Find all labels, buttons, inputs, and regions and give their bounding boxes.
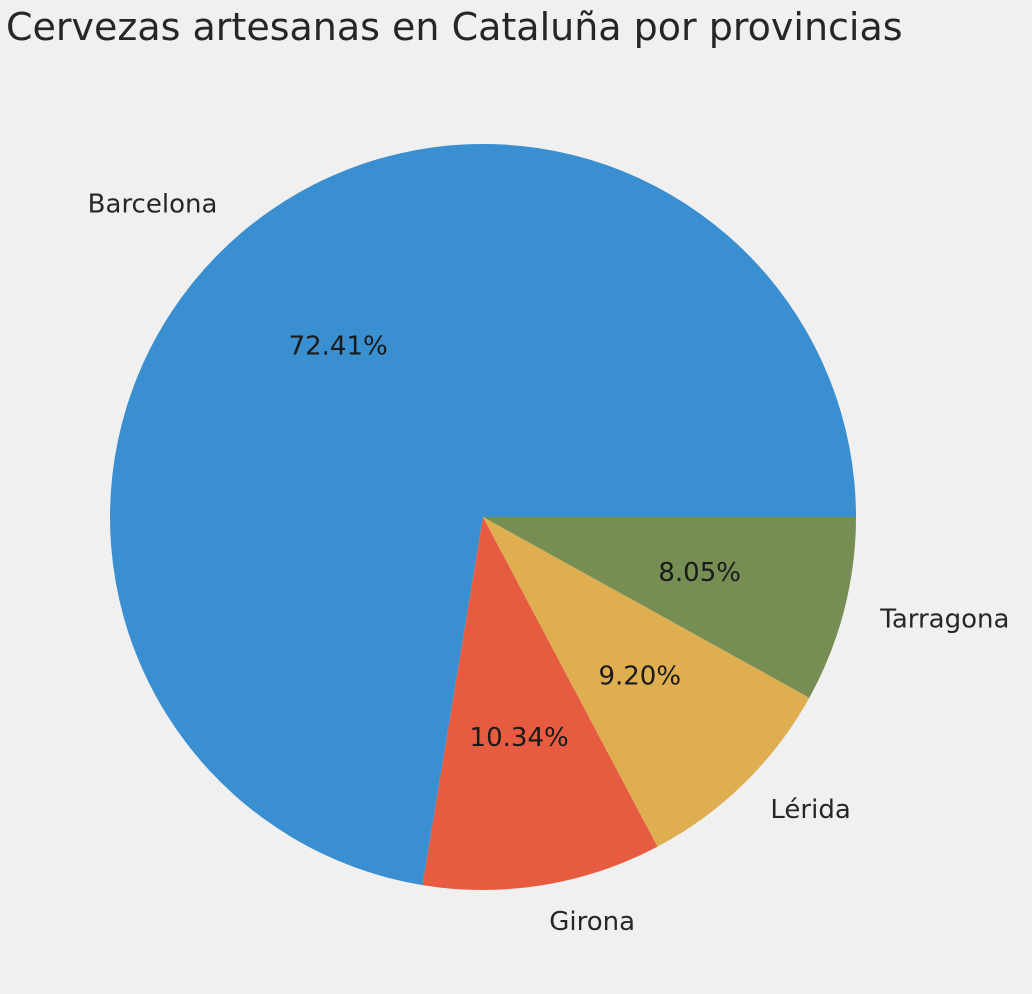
pie-slice-barcelona bbox=[109, 144, 856, 886]
chart-title: Cervezas artesanas en Cataluña por provi… bbox=[6, 5, 903, 49]
slice-label-girona: Girona bbox=[549, 907, 635, 937]
pct-label-tarragona: 8.05% bbox=[658, 558, 741, 588]
slice-label-tarragona: Tarragona bbox=[879, 605, 1009, 635]
pct-label-barcelona: 72.41% bbox=[289, 331, 388, 361]
pie-labels: Barcelona 72.41% Girona 10.34% Lérida 9.20% Ta… bbox=[88, 189, 1010, 937]
pie-slices bbox=[109, 144, 856, 890]
pie-slice-lerida bbox=[483, 517, 810, 847]
pie-slice-tarragona bbox=[483, 517, 856, 698]
slice-label-barcelona: Barcelona bbox=[88, 189, 218, 219]
pct-label-lerida: 9.20% bbox=[598, 662, 681, 692]
pie-slice-girona bbox=[422, 517, 658, 890]
slice-label-lerida: Lérida bbox=[770, 795, 850, 825]
pct-label-girona: 10.34% bbox=[470, 723, 569, 753]
